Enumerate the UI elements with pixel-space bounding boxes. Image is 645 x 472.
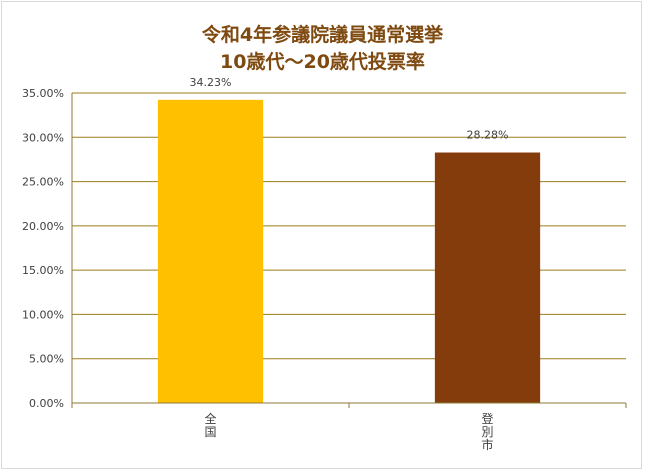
chart-title-line-1: 令和4年参議院議員通常選挙 <box>201 24 444 46</box>
y-tick-label: 25.00% <box>22 176 64 189</box>
y-tick-label: 20.00% <box>22 220 64 233</box>
bar <box>157 99 264 403</box>
y-tick-label: 15.00% <box>22 264 64 277</box>
gridlines <box>72 92 626 360</box>
category-label: 登別市 <box>481 411 493 452</box>
bar <box>434 152 541 403</box>
data-label: 34.23% <box>190 76 232 89</box>
y-tick-label: 5.00% <box>29 353 64 366</box>
labels: 0.00% 5.00% 10.00% 15.00% 20.00% 25.00% 30.00%… <box>22 76 508 452</box>
y-tick-label: 0.00% <box>29 397 64 410</box>
y-tick-label: 35.00% <box>22 87 64 100</box>
category-label: 全国 <box>204 411 216 439</box>
chart-title-line-2: 10歳代～20歳代投票率 <box>220 51 425 73</box>
y-tick-label: 10.00% <box>22 308 64 321</box>
bars <box>157 99 541 403</box>
y-tick-label: 30.00% <box>22 131 64 144</box>
data-label: 28.28% <box>467 129 509 142</box>
axes <box>71 93 627 408</box>
